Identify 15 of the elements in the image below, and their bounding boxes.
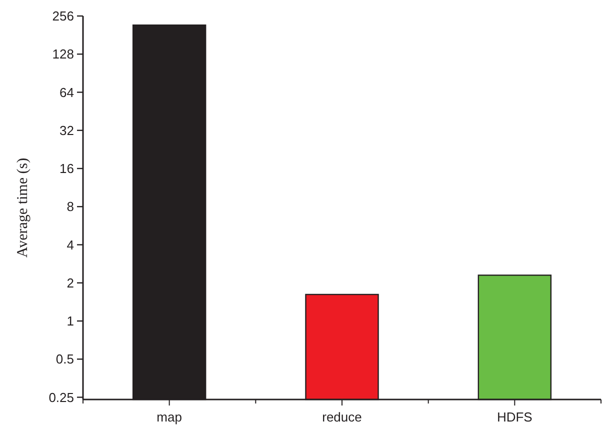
y-tick-label: 128 bbox=[52, 46, 74, 62]
y-axis-title: Average time (s) bbox=[15, 158, 31, 258]
x-tick-label: HDFS bbox=[496, 410, 533, 424]
y-tick-label: 16 bbox=[60, 161, 74, 176]
y-tick-label: 64 bbox=[60, 84, 74, 100]
y-tick-label: 1 bbox=[66, 314, 74, 329]
y-tick-label: 32 bbox=[60, 122, 74, 138]
y-tick-label: 0.25 bbox=[48, 390, 74, 405]
y-tick-label: 256 bbox=[52, 8, 74, 24]
y-tick-label: 4 bbox=[66, 237, 74, 252]
x-tick-label: map bbox=[156, 410, 182, 424]
x-tick-label: reduce bbox=[322, 410, 362, 424]
y-tick-label: 8 bbox=[66, 199, 74, 214]
y-tick-label: 0.5 bbox=[56, 352, 74, 367]
y-tick-label: 2 bbox=[66, 275, 74, 290]
